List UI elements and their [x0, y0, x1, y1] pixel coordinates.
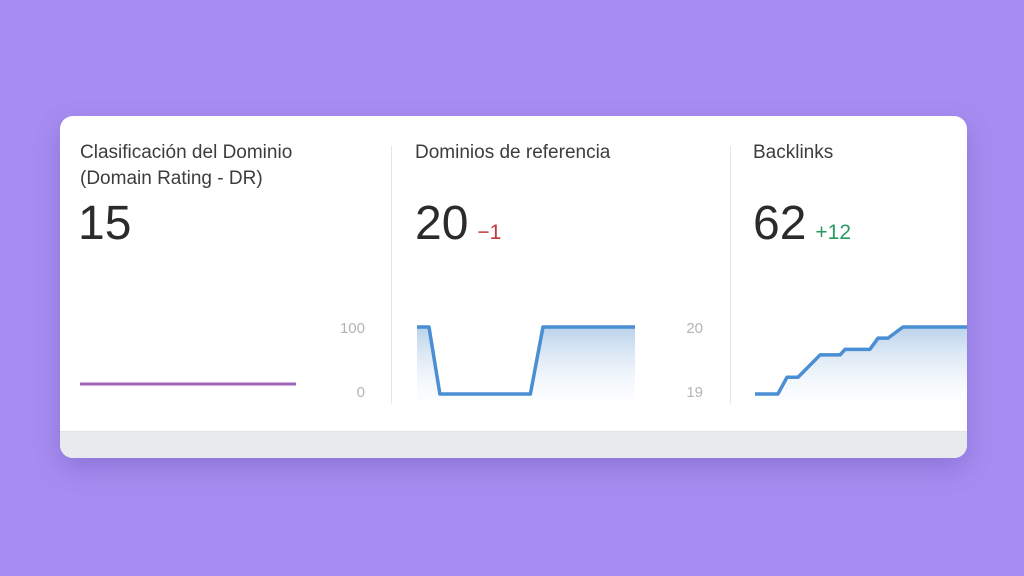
card-footer: [60, 431, 967, 458]
axis-tick-min: 0: [356, 384, 365, 401]
axis-tick-max: 20: [686, 320, 703, 337]
domain-rating-sparkline: [80, 382, 296, 386]
axis-tick-min: 19: [686, 384, 703, 401]
referring-domains-value: 20: [415, 197, 469, 250]
domain-rating-value-row: 15: [78, 198, 131, 250]
domain-rating-value: 15: [78, 197, 132, 250]
referring-domains-sparkline: [417, 325, 635, 400]
backlinks-value: 62: [753, 197, 807, 250]
metrics-card: Clasificación del Dominio (Domain Rating…: [60, 116, 967, 458]
referring-domains-axis: 20 19: [635, 116, 703, 432]
referring-domains-value-row: 20 −1: [415, 198, 501, 250]
backlinks-sparkline: [755, 325, 967, 400]
backlinks-delta: +12: [815, 221, 852, 244]
domain-rating-axis: 100 0: [296, 116, 365, 432]
backlinks-value-row: 62 +12: [753, 198, 851, 250]
panel-referring-domains: Dominios de referencia 20 −1 20 19: [391, 116, 730, 432]
panel-domain-rating: Clasificación del Dominio (Domain Rating…: [60, 116, 391, 432]
domain-rating-title: Clasificación del Dominio (Domain Rating…: [80, 142, 293, 189]
backlinks-title: Backlinks: [753, 142, 834, 163]
axis-tick-max: 100: [339, 320, 365, 337]
panel-divider: [730, 146, 731, 404]
panel-divider: [391, 146, 392, 404]
referring-domains-delta: −1: [477, 221, 502, 244]
panel-backlinks: Backlinks 62 +12: [730, 116, 967, 432]
referring-domains-title: Dominios de referencia: [415, 142, 611, 163]
